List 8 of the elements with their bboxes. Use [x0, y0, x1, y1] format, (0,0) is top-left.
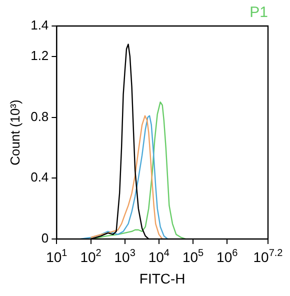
- y-tick-label: 0: [41, 230, 49, 246]
- y-tick-label: 1.2: [30, 48, 49, 64]
- chart-title: P1: [250, 4, 268, 22]
- y-tick-label: 1.4: [30, 18, 49, 33]
- y-axis-title: Count (10³): [7, 100, 22, 166]
- y-tick-label: 0.4: [30, 170, 49, 185]
- x-axis-title: FITC-H: [139, 270, 186, 286]
- y-tick-label: 0.8: [30, 108, 49, 124]
